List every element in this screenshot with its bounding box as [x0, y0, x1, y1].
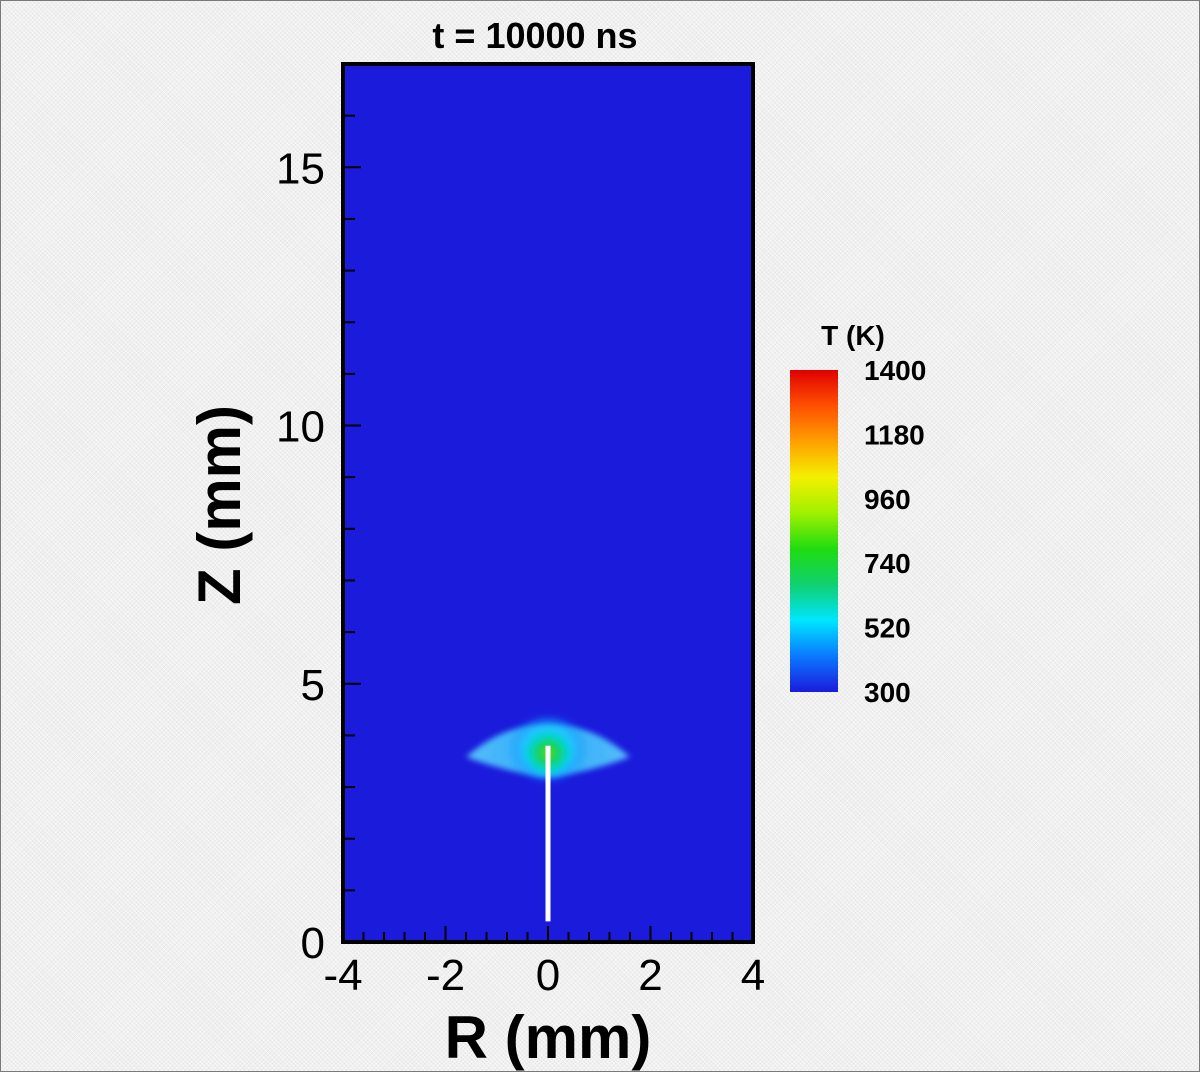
x-tick-label: 2: [638, 951, 662, 1000]
y-tick-label: 5: [301, 661, 325, 710]
colorbar: T (K) 300 520 740 960 1180 1400: [790, 320, 926, 708]
colorbar-tick-label: 520: [864, 613, 911, 644]
colorbar-tick-label: 960: [864, 484, 911, 515]
colorbar-tick-label: 740: [864, 548, 911, 579]
colorbar-title: T (K): [821, 320, 885, 351]
chart-title: t = 10000 ns: [432, 15, 637, 56]
colorbar-labels: 300 520 740 960 1180 1400: [864, 355, 926, 708]
x-axis-ticks: -4 -2 0 2 4: [323, 926, 765, 1000]
x-tick-label: -4: [323, 951, 362, 1000]
x-tick-label: -2: [426, 951, 465, 1000]
colorbar-tick-label: 1400: [864, 355, 926, 386]
x-axis-label: R (mm): [445, 1004, 652, 1071]
y-axis-label: Z (mm): [186, 405, 253, 605]
colorbar-tick-label: 1180: [864, 419, 925, 450]
x-tick-label: 4: [741, 951, 765, 1000]
y-tick-label: 15: [276, 144, 325, 193]
y-axis-ticks: 0 5 10 15: [276, 63, 361, 968]
colorbar-tick-label: 300: [864, 677, 911, 708]
y-tick-label: 10: [276, 403, 325, 452]
colorbar-gradient: [790, 370, 838, 692]
x-tick-label: 0: [536, 951, 560, 1000]
y-tick-label: 0: [301, 919, 325, 968]
